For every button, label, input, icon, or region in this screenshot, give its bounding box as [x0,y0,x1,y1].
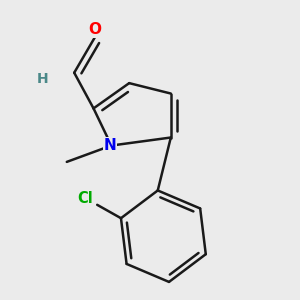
Text: H: H [37,72,49,86]
Text: Cl: Cl [77,191,93,206]
Text: O: O [88,22,101,37]
Text: N: N [103,138,116,153]
